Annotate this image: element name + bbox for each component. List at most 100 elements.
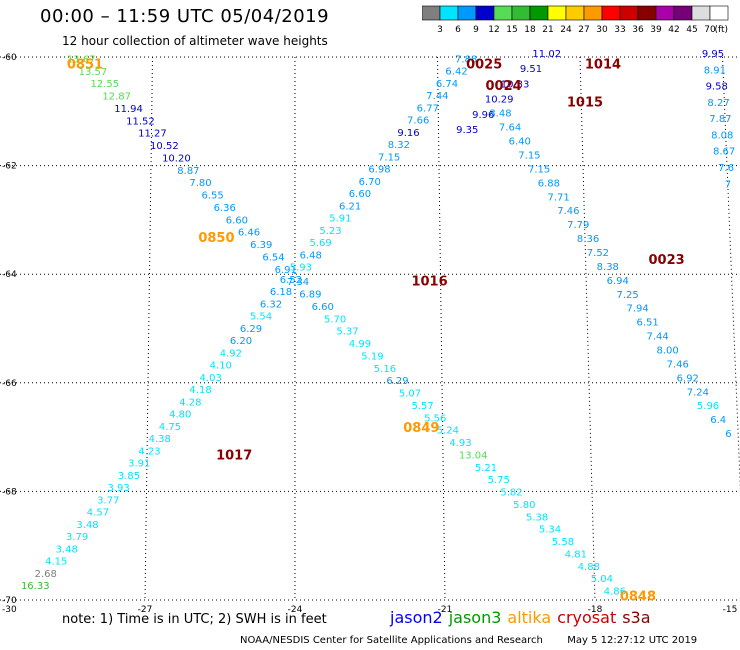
wave-height-value: 8.87 (177, 166, 199, 177)
wave-height-value: 6.55 (201, 191, 223, 202)
wave-height-value: 9.96 (472, 110, 494, 121)
footnote: note: 1) Time is in UTC; 2) SWH is in fe… (62, 612, 327, 627)
wave-height-value: 4.75 (159, 422, 181, 433)
wave-height-value: 5.38 (526, 512, 548, 523)
wave-height-value: 4.80 (169, 410, 191, 421)
pass-time-label: 0023 (649, 253, 685, 268)
wave-height-value: 6.54 (262, 252, 284, 263)
wave-height-value: 6.21 (339, 201, 361, 212)
pass-time-label: 1014 (585, 57, 621, 72)
wave-height-value: 6.40 (509, 137, 531, 148)
map-grid (0, 56, 740, 601)
wave-height-value: 7.15 (378, 152, 400, 163)
wave-height-value: 7.24 (687, 387, 709, 398)
color-scale-label: 39 (650, 25, 662, 35)
wave-height-value: 5.07 (399, 389, 421, 400)
wave-height-value: 4.23 (138, 446, 160, 457)
wave-height-value: 7.94 (626, 304, 648, 315)
wave-height-value: 6.60 (226, 215, 248, 226)
wave-height-value: 8.91 (704, 65, 726, 76)
page-title: 00:00 – 11:59 UTC 05/04/2019 (40, 6, 330, 27)
color-scale-label: 6 (455, 25, 461, 35)
wave-height-value: 5.69 (310, 238, 332, 249)
latitude-label: -64 (2, 270, 17, 280)
color-scale-unit: (ft) (714, 25, 728, 35)
legend-jason2: jason2 (390, 608, 443, 627)
wave-height-value: 6.18 (270, 287, 292, 298)
wave-height-value: 5.19 (361, 351, 383, 362)
wave-height-value: 4.18 (189, 385, 211, 396)
wave-height-value: 13.04 (459, 450, 488, 461)
color-scale-label: 18 (524, 25, 536, 35)
wave-height-value: 9.51 (520, 64, 542, 75)
wave-height-value: 7.25 (617, 290, 639, 301)
legend-jason3: jason3 (448, 608, 502, 627)
wave-height-value: 8.38 (597, 262, 619, 273)
map-axes: -60 -62 -64 -66 -68 -70 -27 -24 -21 -18 -15 -30 (2, 53, 737, 615)
wave-height-value: 4.28 (179, 397, 201, 408)
wave-height-value: 6.89 (299, 290, 321, 301)
wave-height-value: 6.91 (275, 265, 297, 276)
wave-height-value: 8.36 (577, 234, 599, 245)
wave-height-value: 8.00 (657, 346, 679, 357)
wave-height-value: 3.93 (108, 483, 130, 494)
wave-height-value: 8.32 (388, 140, 410, 151)
wave-height-value: 6.29 (386, 376, 408, 387)
color-scale-legend: 3 6 9 12 15 18 21 24 27 30 33 36 39 42 45 70(ft) (422, 5, 729, 35)
color-scale-label: 27 (578, 25, 589, 35)
pass-time-label: 0849 (403, 421, 439, 436)
latitude-label: -66 (2, 379, 17, 389)
wave-height-value: 11.94 (114, 104, 143, 115)
wave-height-value: 5.04 (591, 574, 613, 585)
wave-height-value: 6.4 (710, 415, 726, 426)
color-scale-label: 70 (704, 25, 716, 35)
wave-height-value: 3.77 (97, 495, 119, 506)
wave-height-value: 4.88 (578, 562, 600, 573)
legend-cryosat: cryosat (557, 608, 617, 627)
wave-height-value: 12.87 (102, 92, 131, 103)
wave-height-value: 7.64 (499, 123, 521, 134)
longitude-label: -15 (723, 605, 738, 615)
pass-time-label: 0024 (486, 79, 522, 94)
longitude-label: -18 (588, 605, 603, 615)
wave-height-value: 4.99 (349, 339, 371, 350)
wave-height-value: 5.23 (319, 226, 341, 237)
wave-height-value: 5.93 (290, 263, 312, 274)
wave-height-value: 3.79 (66, 532, 88, 543)
wave-height-value: 6.42 (445, 67, 467, 78)
color-swatch (709, 5, 729, 21)
wave-height-value: 2.68 (35, 569, 57, 580)
wave-height-value: 6.32 (260, 299, 282, 310)
wave-height-value: 7.52 (587, 248, 609, 259)
wave-height-value: 7.79 (567, 220, 589, 231)
longitude-label: -27 (138, 605, 153, 615)
wave-height-value: 9.58 (706, 82, 728, 93)
wave-height-value: 7.44 (426, 91, 448, 102)
wave-height-value: 10.33 (501, 79, 530, 90)
wave-height-value: 4.10 (210, 361, 232, 372)
wave-height-value: 6.52 (280, 275, 302, 286)
color-scale-label: 30 (596, 25, 608, 35)
wave-height-value: 4.38 (149, 434, 171, 445)
legend-s3a: s3a (622, 608, 651, 627)
wave-height-value: 5.82 (500, 488, 522, 499)
wave-height-value: 5.91 (329, 214, 351, 225)
pass-time-label: 0848 (620, 590, 656, 605)
wave-height-value: 6.29 (240, 324, 262, 335)
wave-height-value: 7.44 (646, 332, 668, 343)
wave-height-value: 5.34 (539, 525, 561, 536)
latitude-label: -70 (2, 596, 17, 606)
wave-height-value: 7.15 (528, 164, 550, 175)
wave-height-value: 13.67 (67, 54, 96, 65)
meridian (579, 56, 596, 601)
wave-height-value: 5.24 (437, 426, 459, 437)
wave-height-value: 6.36 (214, 203, 236, 214)
wave-height-value: 8.67 (713, 147, 735, 158)
credit-line: NOAA/NESDIS Center for Satellite Applica… (240, 635, 697, 646)
latitude-label: -62 (2, 162, 17, 172)
color-scale-label: 3 (437, 25, 443, 35)
pass-time-label: 1015 (567, 95, 603, 110)
wave-height-value: 7.46 (667, 359, 689, 370)
wave-height-value: 6.98 (368, 165, 390, 176)
